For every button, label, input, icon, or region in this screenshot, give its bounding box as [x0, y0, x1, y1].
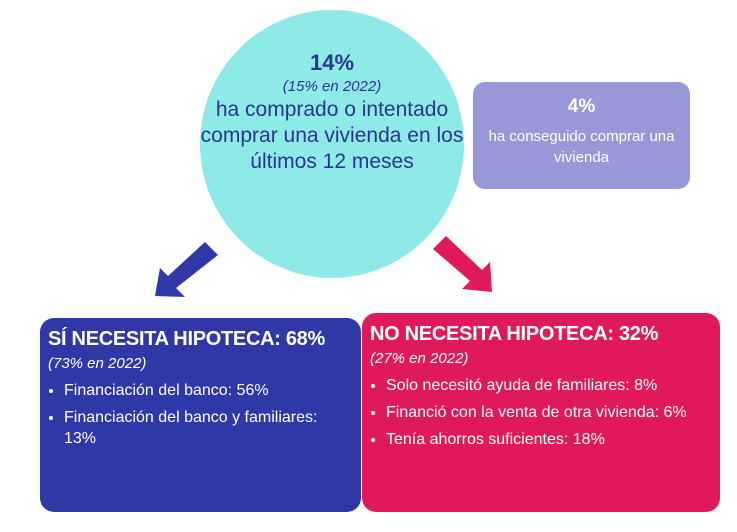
arrow-down-right-icon: [433, 236, 492, 292]
no-mortgage-previous: (27% en 2022): [370, 350, 469, 367]
achieved-percent: 4%: [567, 96, 596, 117]
list-item: Financiación del banco y familiares: 13%: [64, 407, 353, 449]
no-mortgage-title: NO NECESITA HIPOTECA: 32%: [370, 323, 659, 345]
circle-previous: (15% en 2022): [282, 78, 382, 95]
circle-description: ha comprado o intentado comprar una vivi…: [200, 98, 464, 173]
total-circle: 14% (15% en 2022) ha comprado o intentad…: [200, 10, 464, 278]
list-item: Solo necesitó ayuda de familiares: 8%: [386, 375, 712, 396]
list-item: Tenía ahorros suficientes: 18%: [386, 429, 712, 450]
mortgage-needed-title: SÍ NECESITA HIPOTECA: 68%: [48, 328, 325, 350]
list-item: Financió con la venta de otra vivienda: …: [386, 402, 712, 423]
arrow-down-left-icon: [155, 242, 218, 297]
achieved-description: ha conseguido comprar una vivienda: [488, 128, 675, 166]
achieved-box: 4% ha conseguido comprar una vivienda: [473, 82, 690, 189]
mortgage-needed-list: Financiación del banco: 56% Financiación…: [48, 380, 353, 449]
no-mortgage-list: Solo necesitó ayuda de familiares: 8% Fi…: [370, 375, 712, 450]
no-mortgage-box: NO NECESITA HIPOTECA: 32% (27% en 2022) …: [362, 313, 720, 512]
circle-percent: 14%: [309, 50, 355, 75]
mortgage-needed-box: SÍ NECESITA HIPOTECA: 68% (73% en 2022) …: [40, 318, 361, 512]
list-item: Financiación del banco: 56%: [64, 380, 353, 401]
mortgage-needed-previous: (73% en 2022): [48, 355, 147, 372]
